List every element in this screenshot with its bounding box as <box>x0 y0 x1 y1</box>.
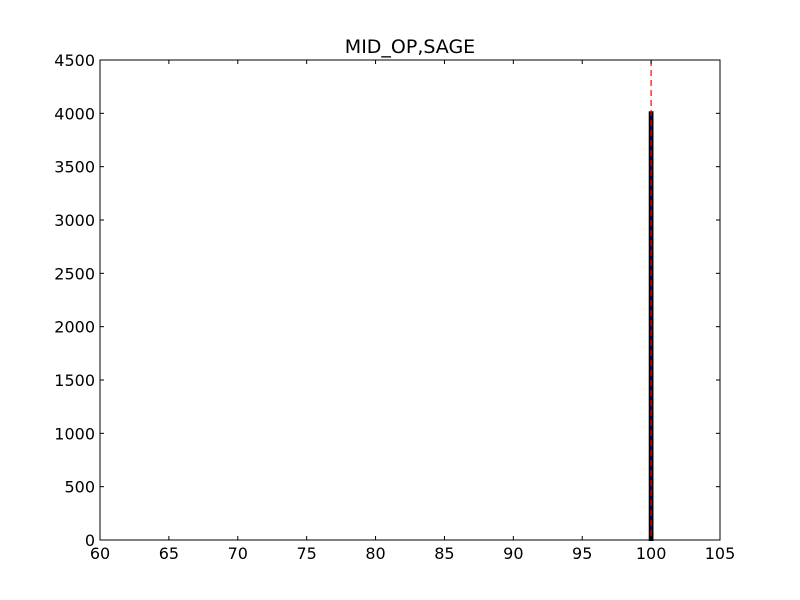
x-tick-label: 90 <box>503 544 523 563</box>
x-tick-label: 85 <box>434 544 454 563</box>
y-tick-label: 4500 <box>54 51 95 70</box>
y-tick-label: 1500 <box>54 371 95 390</box>
y-tick-label: 1000 <box>54 424 95 443</box>
y-tick-label: 3500 <box>54 158 95 177</box>
x-tick-label: 105 <box>705 544 736 563</box>
y-tick-label: 0 <box>85 531 95 550</box>
y-tick-label: 2500 <box>54 264 95 283</box>
x-tick-label: 65 <box>159 544 179 563</box>
x-tick-label: 75 <box>296 544 316 563</box>
y-tick-label: 3000 <box>54 211 95 230</box>
y-tick-label: 500 <box>64 478 95 497</box>
chart-title: MID_OP,SAGE <box>345 36 475 58</box>
x-tick-label: 95 <box>572 544 592 563</box>
y-tick-label: 4000 <box>54 104 95 123</box>
x-tick-label: 60 <box>90 544 110 563</box>
x-tick-label: 100 <box>636 544 667 563</box>
x-axis: 60 65 70 75 80 85 90 95 100 105 <box>90 60 735 563</box>
y-axis: 0 500 1000 1500 2000 2500 3000 3500 4000 4500 <box>54 51 720 550</box>
plot-frame <box>99 59 721 541</box>
x-tick-label: 80 <box>365 544 385 563</box>
plot-area <box>100 60 720 540</box>
x-tick-label: 70 <box>228 544 248 563</box>
y-tick-label: 2000 <box>54 318 95 337</box>
